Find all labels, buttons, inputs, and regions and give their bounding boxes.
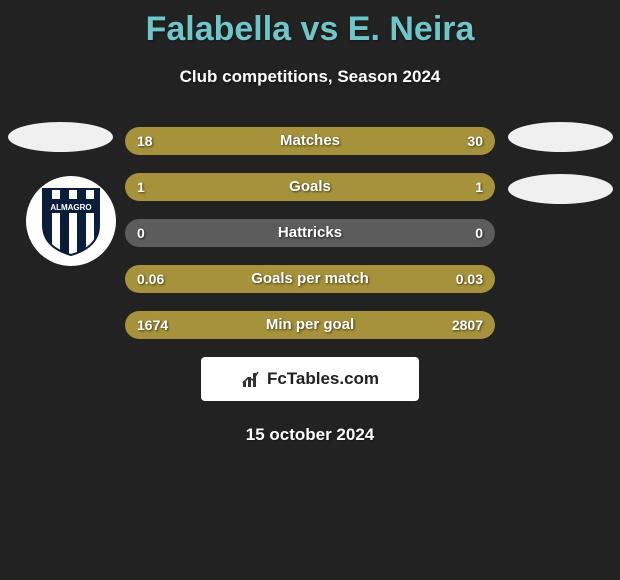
chart-icon (241, 369, 261, 389)
stat-label: Hattricks (125, 219, 495, 247)
club-avatar-right (508, 174, 613, 204)
subtitle: Club competitions, Season 2024 (0, 67, 620, 87)
player-avatar-left (8, 122, 113, 152)
stat-row: 11Goals (125, 173, 495, 201)
stat-row: 00Hattricks (125, 219, 495, 247)
player-avatar-right (508, 122, 613, 152)
page-title: Falabella vs E. Neira (0, 0, 620, 49)
stat-label: Matches (125, 127, 495, 155)
club-shield-icon: ALMAGRO (40, 185, 102, 257)
source-logo: FcTables.com (201, 357, 419, 401)
club-badge-left: ALMAGRO (26, 176, 116, 266)
svg-text:ALMAGRO: ALMAGRO (50, 203, 91, 212)
stat-label: Goals per match (125, 265, 495, 293)
stat-label: Min per goal (125, 311, 495, 339)
stat-label: Goals (125, 173, 495, 201)
stat-row: 0.060.03Goals per match (125, 265, 495, 293)
date-label: 15 october 2024 (0, 425, 620, 445)
stat-row: 16742807Min per goal (125, 311, 495, 339)
stat-row: 1830Matches (125, 127, 495, 155)
source-logo-text: FcTables.com (267, 369, 379, 389)
